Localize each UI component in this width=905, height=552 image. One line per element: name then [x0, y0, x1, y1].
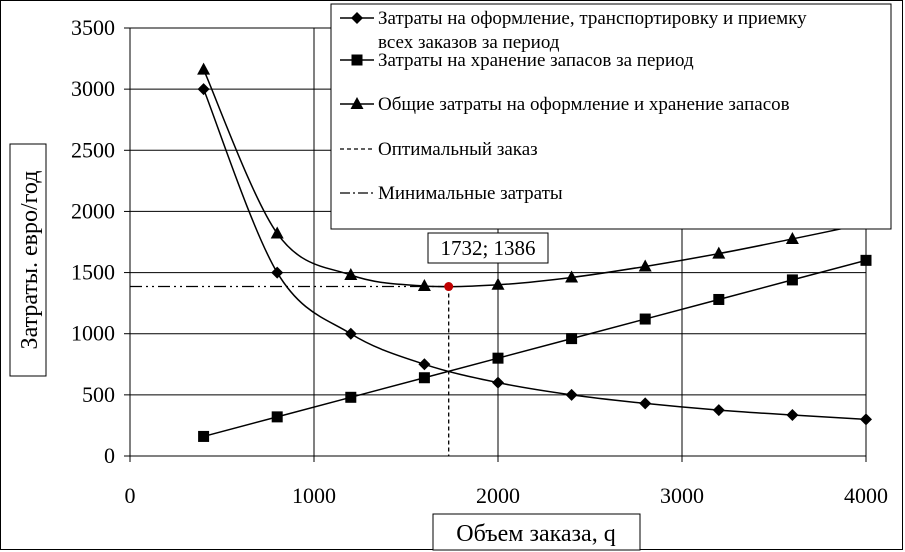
holding-cost-line	[203, 259, 866, 438]
y-tick-label: 0	[104, 443, 115, 468]
x-tick-label: 4000	[844, 483, 888, 508]
diamond-marker	[418, 358, 431, 371]
triangle-marker	[638, 259, 652, 272]
y-tick-label: 500	[82, 382, 115, 407]
diamond-marker	[639, 397, 652, 410]
optimum-point	[444, 282, 454, 292]
tick-labels: 0 500 1000 1500 2000 2500 3000 3500 0 1000 2000 300…	[71, 15, 888, 508]
diamond-marker	[197, 83, 210, 96]
triangle-marker	[785, 231, 799, 244]
annotation-box	[427, 232, 549, 264]
triangle-marker	[344, 268, 358, 281]
reference-lines	[130, 285, 450, 456]
y-tick-label: 3500	[71, 15, 115, 40]
legend-entry-1: всех заказов за период	[378, 32, 560, 53]
y-tick-label: 1000	[71, 321, 115, 346]
legend-entry-4: Оптимальный заказ	[378, 139, 538, 160]
x-tick-label: 3000	[660, 483, 704, 508]
optimum-annotation: 1732; 1386	[427, 232, 549, 264]
y-axis-title-box	[9, 143, 47, 377]
legend: Затраты на оформление, транспортировку и…	[330, 3, 892, 230]
square-marker	[198, 430, 210, 442]
square-marker	[351, 54, 363, 66]
square-marker	[492, 352, 504, 364]
square-marker	[271, 411, 283, 423]
diamond-marker	[712, 404, 725, 417]
x-tick-label: 0	[125, 483, 136, 508]
diamond-marker	[565, 388, 578, 401]
x-tick-label: 1000	[292, 483, 336, 508]
diamond-marker	[492, 376, 504, 389]
diamond-marker	[344, 327, 357, 340]
triangle-marker	[565, 270, 579, 283]
x-axis-title: Объем заказа, q	[456, 521, 615, 547]
triangle-marker	[350, 97, 364, 109]
diamond-marker	[860, 413, 872, 426]
annotation-label: 1732; 1386	[440, 236, 535, 260]
series-markers	[197, 62, 873, 442]
square-marker	[639, 313, 651, 325]
diamond-marker	[786, 409, 799, 422]
legend-entry-3: Общие затраты на оформление и хранение з…	[378, 94, 790, 115]
diamond-marker	[271, 266, 284, 279]
legend-entry-2: Затраты на хранение запасов за период	[378, 50, 694, 71]
diamond-marker	[351, 12, 363, 24]
y-axis-title: Затраты. евро/год	[17, 171, 43, 350]
x-tick-label: 2000	[476, 483, 520, 508]
y-tick-label: 1500	[71, 260, 115, 285]
legend-box	[330, 3, 892, 230]
square-marker	[786, 274, 798, 286]
triangle-marker	[491, 277, 505, 290]
triangle-marker	[270, 226, 284, 239]
x-axis-title-box	[432, 513, 641, 551]
y-tick-label: 3000	[71, 76, 115, 101]
square-marker	[418, 372, 430, 384]
square-marker	[860, 254, 872, 266]
triangle-marker	[712, 246, 726, 259]
legend-entry-5: Минимальные затраты	[378, 183, 563, 204]
legend-entry-1: Затраты на оформление, транспортировку и…	[378, 8, 807, 29]
y-tick-label: 2000	[71, 198, 115, 223]
triangle-marker	[197, 62, 211, 75]
square-marker	[345, 391, 357, 403]
square-marker	[566, 333, 578, 345]
y-tick-label: 2500	[71, 137, 115, 162]
square-marker	[713, 293, 725, 305]
axis-titles: Объем заказа, q Затраты. евро/год	[9, 143, 641, 551]
triangle-marker	[417, 279, 431, 292]
